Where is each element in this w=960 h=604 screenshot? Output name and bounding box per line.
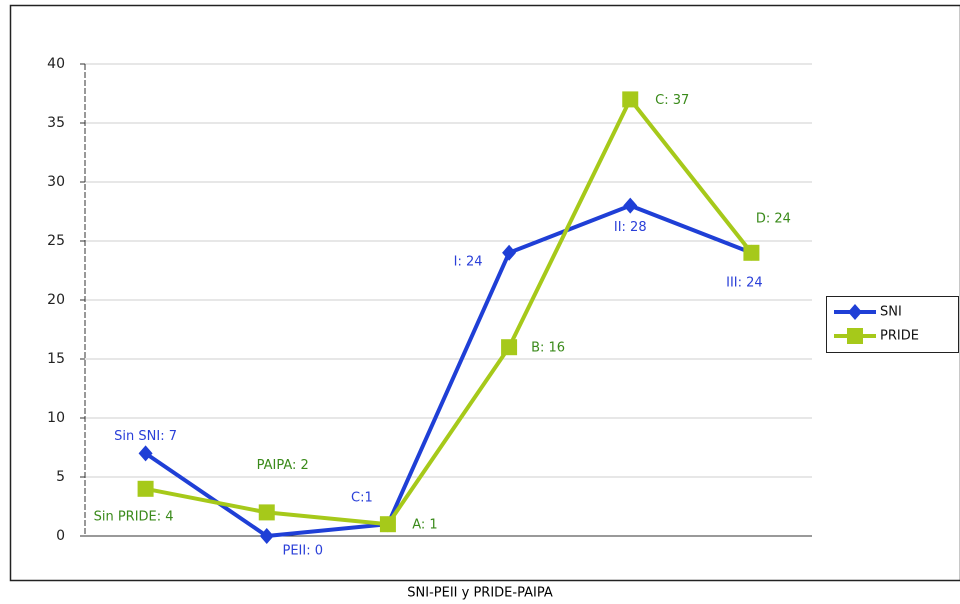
data-label: II: 28 bbox=[614, 220, 647, 235]
data-label: Sin PRIDE: 4 bbox=[94, 509, 174, 524]
data-label: PEII: 0 bbox=[282, 544, 323, 559]
data-label: PAIPA: 2 bbox=[257, 458, 309, 473]
point-marker bbox=[259, 528, 274, 544]
point-marker bbox=[623, 197, 638, 214]
y-tick-label: 30 bbox=[47, 174, 65, 190]
y-tick-label: 5 bbox=[56, 469, 65, 485]
chart-title: SNI-PEII y PRIDE-PAIPA bbox=[407, 586, 553, 601]
data-label: C:1 bbox=[351, 491, 373, 506]
legend-label: PRIDE bbox=[880, 329, 919, 344]
data-label: III: 24 bbox=[726, 275, 763, 290]
y-tick-label: 15 bbox=[47, 351, 65, 367]
point-marker bbox=[502, 244, 517, 261]
y-tick-label: 0 bbox=[56, 528, 65, 544]
point-marker bbox=[258, 504, 275, 521]
point-marker bbox=[743, 244, 760, 261]
point-marker bbox=[137, 480, 154, 497]
y-tick-label: 40 bbox=[47, 56, 65, 72]
y-tick-label: 35 bbox=[47, 115, 65, 131]
series-line bbox=[145, 97, 753, 527]
data-label: B: 16 bbox=[531, 341, 565, 356]
legend-label: SNI bbox=[880, 305, 902, 320]
data-label: Sin SNI: 7 bbox=[114, 429, 177, 444]
data-label: A: 1 bbox=[412, 518, 437, 533]
point-marker bbox=[138, 445, 153, 462]
chart-frame bbox=[9, 4, 960, 582]
legend-marker bbox=[847, 328, 863, 344]
point-marker bbox=[501, 339, 518, 356]
y-tick-label: 25 bbox=[47, 233, 65, 249]
data-label: D: 24 bbox=[756, 211, 791, 226]
data-label: I: 24 bbox=[454, 254, 483, 269]
series-line bbox=[144, 203, 753, 538]
legend-marker bbox=[848, 304, 862, 320]
point-marker bbox=[379, 516, 396, 533]
y-tick-label: 10 bbox=[47, 410, 65, 426]
y-tick-label: 20 bbox=[47, 292, 65, 308]
data-label: C: 37 bbox=[655, 93, 689, 108]
point-marker bbox=[622, 91, 639, 108]
